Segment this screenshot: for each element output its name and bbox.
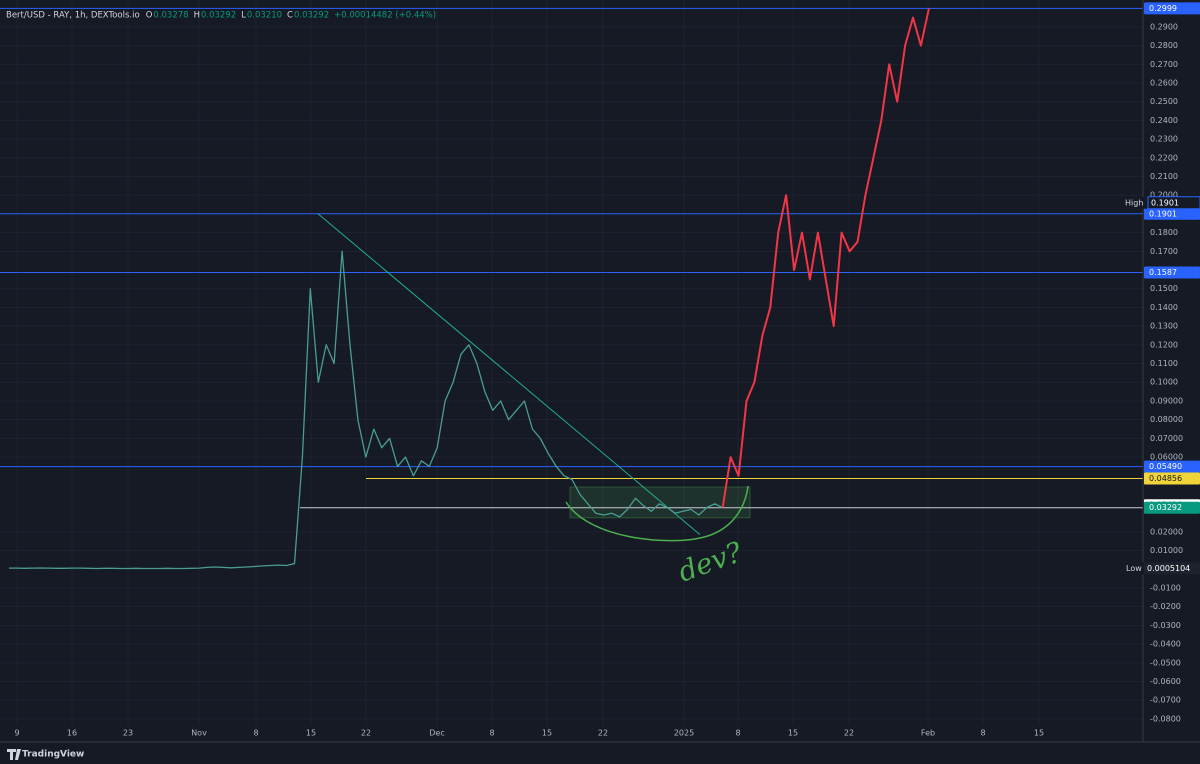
grid — [0, 0, 1143, 725]
level-label-box — [1144, 460, 1200, 473]
x-tick-label: 8 — [980, 729, 985, 738]
y-tick-label: 0.1000 — [1150, 378, 1178, 387]
y-tick-label: 0.02000 — [1150, 527, 1183, 536]
y-tick-label: -0.0700 — [1150, 696, 1181, 705]
y-tick-label: 0.2300 — [1150, 135, 1178, 144]
y-tick-label: 0.2800 — [1150, 41, 1178, 50]
ohlc-value: 0.03292 — [201, 11, 236, 21]
high-value: 0.1901 — [1151, 198, 1179, 207]
level-label: 0.05490 — [1149, 462, 1182, 471]
y-tick-label: 0.2400 — [1150, 116, 1178, 125]
ohlc-key: C — [287, 11, 293, 21]
range-box — [569, 486, 751, 519]
level-label: 0.1901 — [1149, 209, 1177, 218]
price-axis — [1143, 0, 1200, 742]
y-tick-label: -0.0200 — [1150, 602, 1181, 611]
high-value-box — [1147, 196, 1200, 210]
high-label: High — [1125, 198, 1143, 207]
y-tick-label: 0.1100 — [1150, 359, 1178, 368]
y-tick-label: -0.0400 — [1150, 640, 1181, 649]
level-label: 0.04856 — [1149, 474, 1182, 483]
ohlc-value: 0.03210 — [247, 11, 282, 21]
y-tick-label: -0.0300 — [1150, 621, 1181, 630]
y-tick-label: -0.0500 — [1150, 658, 1181, 667]
x-tick-label: 8 — [489, 729, 494, 738]
x-tick-label: 8 — [253, 729, 258, 738]
y-tick-label: 0.2200 — [1150, 153, 1178, 162]
y-tick-label: 0.09000 — [1150, 396, 1183, 405]
ohlc-key: H — [194, 11, 200, 21]
y-tick-label: 0.08000 — [1150, 415, 1183, 424]
x-tick-label: 15 — [1034, 729, 1044, 738]
x-tick-label: 9 — [14, 729, 19, 738]
y-tick-label: 0.2000 — [1150, 191, 1178, 200]
y-tick-label: 0.06000 — [1150, 453, 1183, 462]
y-tick-label: 0.2700 — [1150, 60, 1178, 69]
x-tick-label: Dec — [429, 729, 444, 738]
level-label-box — [1144, 266, 1200, 279]
low-value-box — [1144, 562, 1200, 575]
y-tick-label: 0.1700 — [1150, 247, 1178, 256]
y-tick-label: 0.2500 — [1150, 97, 1178, 106]
x-tick-label: Nov — [191, 729, 207, 738]
x-tick-label: 22 — [361, 729, 371, 738]
trendline — [317, 213, 701, 536]
x-tick-label: 15 — [788, 729, 798, 738]
symbol: Bert/USD - RAY, 1h, DEXTools.io — [6, 11, 140, 21]
x-tick-label: 22 — [844, 729, 854, 738]
y-tick-label: 0.1800 — [1150, 228, 1178, 237]
ohlc-key: O — [146, 11, 153, 21]
footer: TradingView — [7, 749, 84, 760]
level-label: 0.2999 — [1149, 4, 1177, 13]
y-tick-label: 0.1500 — [1150, 284, 1178, 293]
change: +0.00014482 (+0.44%) — [334, 11, 436, 21]
ohlc-key: L — [241, 11, 246, 21]
level-label-box — [1144, 207, 1200, 220]
level-label-box — [1144, 472, 1200, 485]
ohlc-value: 0.03292 — [294, 11, 329, 21]
y-tick-label: 0.01000 — [1150, 546, 1183, 555]
low-value: 0.0005104 — [1147, 564, 1190, 573]
x-tick-label: 2025 — [674, 729, 694, 738]
level-label-box — [1144, 2, 1200, 15]
x-tick-label: 8 — [735, 729, 740, 738]
y-tick-label: 0.1200 — [1150, 340, 1178, 349]
y-tick-label: 0.1400 — [1150, 303, 1178, 312]
x-tick-label: 22 — [598, 729, 608, 738]
y-tick-label: 0.2900 — [1150, 22, 1178, 31]
footer-brand: TradingView — [22, 750, 84, 760]
price-line — [9, 250, 723, 570]
projection-line — [721, 8, 930, 508]
x-tick-label: 15 — [542, 729, 552, 738]
y-tick-label: 0.2100 — [1150, 172, 1178, 181]
y-tick-label: -0.0600 — [1150, 677, 1181, 686]
annotation-arc — [565, 485, 749, 542]
y-tick-label: 0.2600 — [1150, 79, 1178, 88]
ohlc-value: 0.03278 — [153, 11, 188, 21]
y-tick-label: -0.0800 — [1150, 714, 1181, 723]
low-label: Low — [1126, 564, 1142, 573]
logo — [7, 749, 21, 760]
level-label: 0.1587 — [1149, 268, 1177, 277]
y-tick-label: -0.0100 — [1150, 583, 1181, 592]
x-tick-label: 15 — [306, 729, 316, 738]
axis-labels: 0.2900 0.2800 0.2700 0.2600 0.2500 0.2400 0.23… — [1122, 2, 1200, 723]
level-label: 0.03292 — [1149, 503, 1182, 512]
y-tick-label: 0.07000 — [1150, 434, 1183, 443]
y-tick-label: 0.1300 — [1150, 322, 1178, 331]
x-tick-label: 16 — [67, 729, 77, 738]
x-tick-label: 23 — [123, 729, 133, 738]
level-label-box — [1144, 501, 1200, 514]
x-tick-label: Feb — [921, 729, 935, 738]
